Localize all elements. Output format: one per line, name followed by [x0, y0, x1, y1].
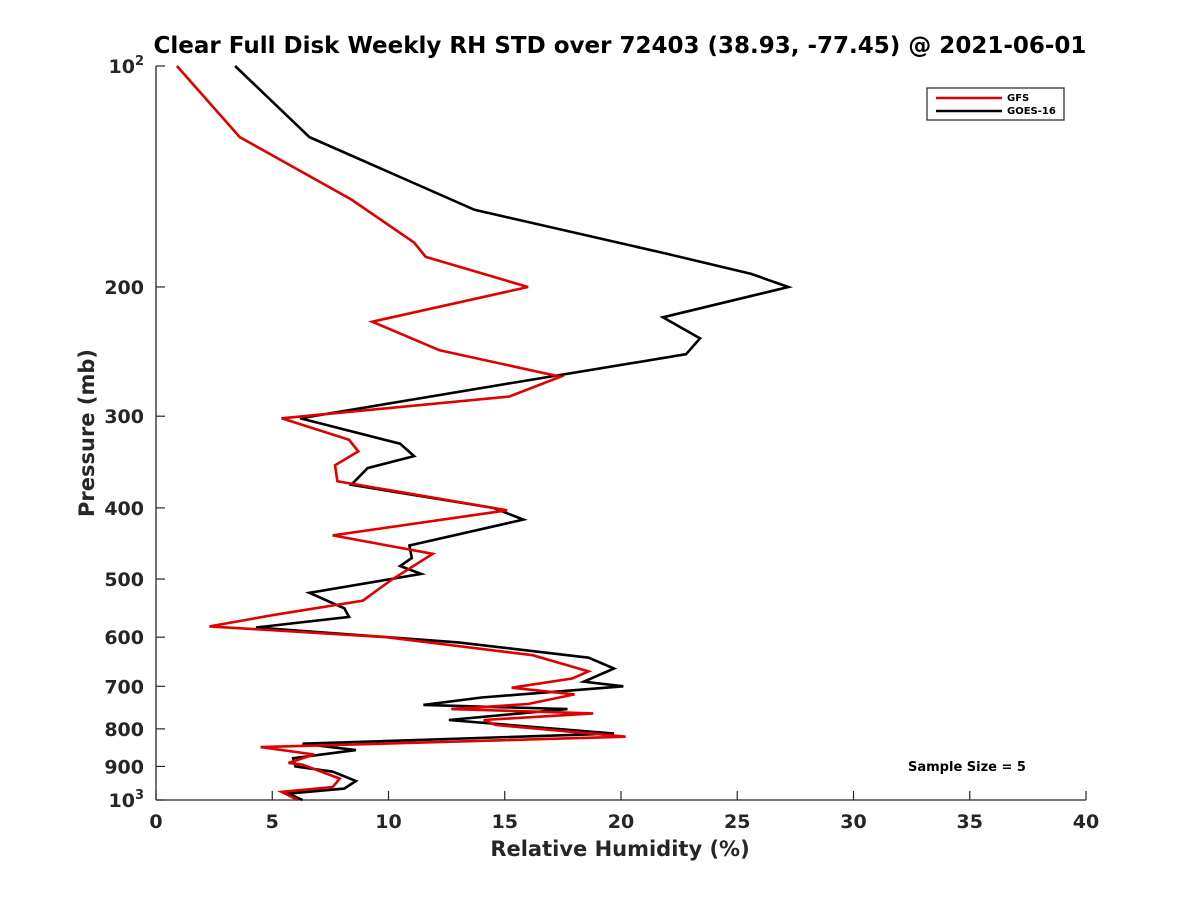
- x-tick-label: 10: [375, 811, 401, 833]
- series-layer: [175, 65, 793, 802]
- y-tick-label: 400: [104, 498, 144, 520]
- x-tick-label: 25: [724, 811, 750, 833]
- y-tick-label: 900: [104, 756, 144, 778]
- x-tick-label: 40: [1073, 811, 1099, 833]
- x-tick-label: 15: [492, 811, 518, 833]
- y-tick-label: 800: [104, 719, 144, 741]
- y-tick-label: 300: [104, 406, 144, 428]
- y-tick-exponent: 2: [135, 54, 144, 69]
- x-tick-label: 0: [149, 811, 162, 833]
- y-tick-label: 700: [104, 676, 144, 698]
- y-tick-label: 500: [104, 569, 144, 591]
- chart-title: Clear Full Disk Weekly RH STD over 72403…: [154, 33, 1087, 59]
- x-tick-label: 30: [840, 811, 866, 833]
- legend-label-gfs: GFS: [1007, 93, 1029, 104]
- series-line-gfs: [175, 65, 626, 802]
- sample-size-annotation: Sample Size = 5: [908, 760, 1026, 775]
- legend: GFS GOES-16: [926, 87, 1065, 121]
- x-tick-label: 35: [957, 811, 983, 833]
- x-tick-label: 20: [608, 811, 634, 833]
- y-tick-label: 200: [104, 277, 144, 299]
- legend-label-goes16: GOES-16: [1007, 106, 1056, 117]
- x-axis-label: Relative Humidity (%): [490, 837, 749, 861]
- y-tick-base: 10: [109, 56, 135, 78]
- legend-box: [926, 87, 1065, 121]
- series-line-goes16: [234, 65, 793, 802]
- y-tick-label: 102: [109, 54, 145, 78]
- y-tick-exponent: 3: [135, 788, 144, 803]
- plot-area: [155, 66, 1086, 801]
- y-tick-label: 600: [104, 627, 144, 649]
- y-tick-label: 103: [109, 788, 145, 812]
- y-tick-base: 10: [109, 790, 135, 812]
- axis-ticks: 0 5 10 15 20 25 30 35 40102200300400500600700800…: [104, 54, 1099, 833]
- y-axis-label: Pressure (mb): [75, 349, 99, 517]
- x-tick-label: 5: [266, 811, 279, 833]
